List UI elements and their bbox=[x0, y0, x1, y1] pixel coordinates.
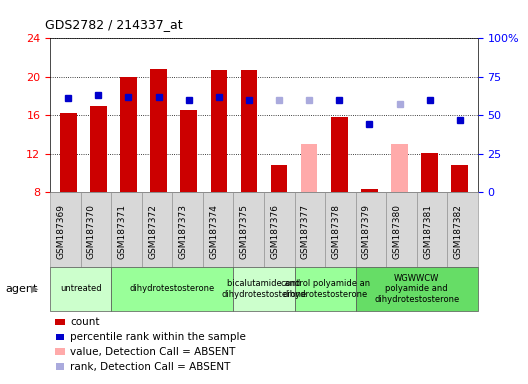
Bar bbox=[451, 165, 468, 192]
Text: GSM187379: GSM187379 bbox=[362, 204, 371, 260]
Text: bicalutamide and
dihydrotestosterone: bicalutamide and dihydrotestosterone bbox=[221, 279, 307, 299]
Bar bbox=[90, 106, 107, 192]
Text: GSM187376: GSM187376 bbox=[270, 204, 279, 260]
Text: untreated: untreated bbox=[60, 285, 101, 293]
Bar bbox=[331, 117, 347, 192]
Text: control polyamide an
dihydrotestosterone: control polyamide an dihydrotestosterone bbox=[280, 279, 370, 299]
Text: agent: agent bbox=[5, 284, 37, 294]
Bar bbox=[241, 70, 257, 192]
Text: GSM187372: GSM187372 bbox=[148, 205, 157, 260]
Text: GSM187381: GSM187381 bbox=[423, 204, 432, 260]
Text: value, Detection Call = ABSENT: value, Detection Call = ABSENT bbox=[70, 347, 235, 357]
Text: percentile rank within the sample: percentile rank within the sample bbox=[70, 332, 246, 342]
Bar bbox=[421, 152, 438, 192]
Bar bbox=[301, 144, 317, 192]
Text: GSM187377: GSM187377 bbox=[301, 204, 310, 260]
Text: GSM187374: GSM187374 bbox=[209, 205, 218, 260]
Bar bbox=[361, 189, 378, 192]
Text: rank, Detection Call = ABSENT: rank, Detection Call = ABSENT bbox=[70, 362, 231, 372]
Text: GSM187373: GSM187373 bbox=[178, 204, 187, 260]
Bar bbox=[150, 69, 167, 192]
Text: GSM187380: GSM187380 bbox=[392, 204, 401, 260]
Text: GSM187375: GSM187375 bbox=[240, 204, 249, 260]
Text: WGWWCW
polyamide and
dihydrotestosterone: WGWWCW polyamide and dihydrotestosterone bbox=[374, 274, 459, 304]
Bar bbox=[391, 144, 408, 192]
Text: GSM187378: GSM187378 bbox=[332, 204, 341, 260]
Bar bbox=[181, 111, 197, 192]
Bar bbox=[60, 113, 77, 192]
Bar bbox=[211, 70, 227, 192]
Bar bbox=[271, 165, 287, 192]
Text: GSM187370: GSM187370 bbox=[87, 204, 96, 260]
Text: dihydrotestosterone: dihydrotestosterone bbox=[130, 285, 215, 293]
Bar bbox=[120, 77, 137, 192]
Text: GSM187382: GSM187382 bbox=[454, 205, 463, 260]
Text: GSM187369: GSM187369 bbox=[56, 204, 65, 260]
Text: count: count bbox=[70, 317, 100, 327]
Text: GDS2782 / 214337_at: GDS2782 / 214337_at bbox=[45, 18, 183, 31]
Text: GSM187371: GSM187371 bbox=[118, 204, 127, 260]
Text: ▶: ▶ bbox=[31, 284, 38, 294]
